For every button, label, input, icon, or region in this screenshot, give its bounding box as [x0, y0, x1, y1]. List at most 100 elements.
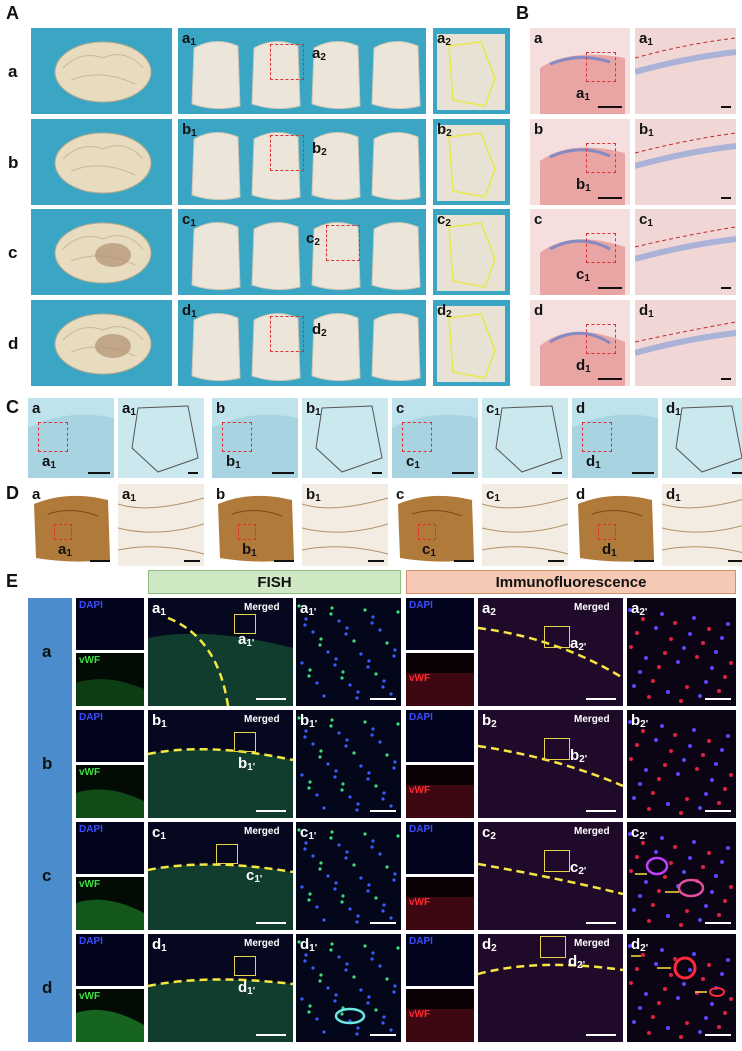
- panel-a-row-label: c: [8, 243, 18, 262]
- tile-art: [662, 499, 742, 554]
- vwf-label: vWF: [409, 673, 431, 684]
- slice-label-2-letter: b: [312, 140, 322, 157]
- roi-box: [270, 44, 304, 80]
- fish-merged-label-letter: b: [152, 712, 162, 729]
- tile-art: [406, 785, 474, 818]
- vwf-label: vWF: [79, 879, 101, 890]
- tile-art: [628, 720, 733, 815]
- slice-label-1-sub: 1: [190, 37, 196, 48]
- lfb-zoom-label: d1: [666, 401, 681, 418]
- immunofluorescence-header: Immunofluorescence: [406, 570, 736, 594]
- lfb-label: b: [216, 401, 225, 416]
- slice-zoom-photo: b2: [433, 119, 510, 205]
- he-label: a: [534, 31, 542, 46]
- if-vwf-channel: vWF: [406, 653, 474, 706]
- scale-bar: [372, 472, 382, 474]
- silver-overview: d d1: [572, 484, 658, 566]
- zoom-label-letter: a: [437, 30, 446, 47]
- slice-zoom-photo: c2: [433, 209, 510, 295]
- fish-zoom-label-sub: 1': [309, 719, 318, 730]
- silver-zoom-label: b1: [306, 487, 321, 504]
- fish-roi-label-letter: c: [246, 867, 255, 884]
- he-zoom-label-sub: 1: [648, 309, 654, 320]
- he-zoom: a1: [635, 28, 736, 114]
- lfb-roi-label-letter: d: [586, 453, 596, 470]
- scale-bar: [256, 810, 286, 812]
- coronal-slices-photo: a1 a2: [178, 28, 426, 114]
- lfb-label: c: [396, 401, 404, 416]
- tile-art: [218, 495, 294, 562]
- fish-zoom-label: b1': [300, 713, 317, 730]
- panel-a-row-label: b: [8, 153, 19, 172]
- fish-merged-label: b1: [152, 713, 167, 730]
- if-dapi-channel: DAPI: [406, 598, 474, 650]
- he-label-letter: a: [534, 30, 543, 47]
- tile-art: [191, 132, 421, 201]
- lfb-zoom-label: c1: [486, 401, 500, 418]
- tile-art: [131, 405, 199, 473]
- if-merged-label-sub: 2: [490, 831, 496, 842]
- silver-zoom-label-sub: 1: [315, 493, 321, 504]
- silver-roi-label: d1: [602, 542, 617, 559]
- silver-label-letter: c: [396, 486, 405, 503]
- roi-box: [586, 233, 616, 263]
- tile-art: [302, 497, 388, 555]
- silver-label-letter: b: [216, 486, 226, 503]
- fish-zoom: d1': [296, 934, 401, 1042]
- fish-roi-label-sub: 1': [247, 762, 256, 773]
- fish-vwf-channel: vWF: [76, 989, 144, 1042]
- tile-art: [148, 616, 293, 706]
- scale-bar: [548, 560, 564, 562]
- if-roi-label-sub: 2': [579, 754, 588, 765]
- tile-art: [297, 828, 400, 924]
- scale-bar: [705, 922, 731, 924]
- slice-label-2-sub: 2: [321, 328, 327, 339]
- lfb-label-letter: b: [216, 400, 226, 417]
- tile-art: [437, 125, 505, 201]
- roi-box: [586, 52, 616, 82]
- lfb-zoom-label-sub: 1: [675, 407, 681, 418]
- silver-label: b: [216, 487, 225, 502]
- lfb-roi-label: c1: [406, 454, 420, 471]
- if-merged-label: d2: [482, 937, 497, 954]
- roi-box: [544, 738, 570, 760]
- if-zoom-label-sub: 2': [640, 719, 649, 730]
- panel-e-row-label: b: [42, 754, 53, 773]
- roi-box: [326, 225, 360, 261]
- slice-label-2-letter: c: [306, 230, 315, 247]
- lfb-zoom-label-letter: a: [122, 400, 131, 417]
- he-roi-label-sub: 1: [584, 92, 590, 103]
- if-zoom-label-sub: 2': [639, 831, 648, 842]
- silver-zoom: d1: [662, 484, 742, 566]
- tile-art: [76, 789, 144, 818]
- if-zoom: c2': [627, 822, 736, 930]
- merged-label: Merged: [244, 938, 280, 949]
- silver-zoom: b1: [302, 484, 388, 566]
- panel-e-row-label: a: [42, 642, 52, 661]
- if-zoom-label: d2': [631, 937, 648, 954]
- zoom-label-letter: c: [437, 211, 446, 228]
- he-zoom-label-letter: b: [639, 121, 649, 138]
- fish-zoom-label-letter: c: [300, 824, 309, 841]
- slice-label-2: d2: [312, 322, 327, 339]
- zoom-label: b2: [437, 122, 452, 139]
- if-vwf-channel: vWF: [406, 877, 474, 930]
- tile-art: [628, 608, 733, 703]
- he-roi-label-sub: 1: [584, 273, 590, 284]
- merged-label: Merged: [244, 826, 280, 837]
- fish-vwf-channel: vWF: [76, 765, 144, 818]
- slice-label-1-sub: 1: [190, 218, 196, 229]
- tile-art: [191, 41, 421, 110]
- tile-art: [635, 226, 736, 262]
- fish-zoom-label: a1': [300, 601, 316, 618]
- silver-zoom-label-letter: d: [666, 486, 676, 503]
- lfb-overview: c c1: [392, 398, 478, 478]
- scale-bar: [454, 560, 474, 562]
- slice-label-1: a1: [182, 31, 196, 48]
- tile-art: [478, 822, 623, 930]
- scale-bar: [368, 560, 384, 562]
- he-roi-label-sub: 1: [585, 183, 591, 194]
- if-merged-label-letter: b: [482, 712, 492, 729]
- lfb-roi-label-sub: 1: [50, 460, 56, 471]
- if-merged-label-sub: 2: [490, 607, 496, 618]
